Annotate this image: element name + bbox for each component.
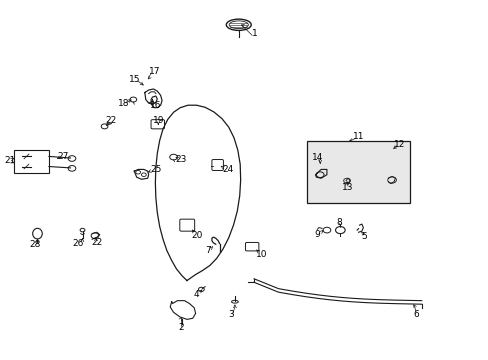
Text: 10: 10 [255,249,266,258]
Text: 18: 18 [118,99,129,108]
Text: 13: 13 [341,183,352,192]
Bar [15,150,49,173]
Text: 28: 28 [29,240,40,249]
Text: 15: 15 [128,75,140,84]
Text: 20: 20 [190,231,202,240]
Text: 22: 22 [91,238,102,247]
Text: 19: 19 [152,116,163,125]
Text: 16: 16 [150,102,161,111]
Text: 27: 27 [58,152,69,161]
Text: 5: 5 [361,232,366,241]
Text: 17: 17 [148,67,160,76]
Text: 8: 8 [336,218,342,227]
Text: 2: 2 [178,323,183,332]
Text: 25: 25 [150,165,161,174]
Text: 14: 14 [311,153,323,162]
Text: 1: 1 [252,29,257,38]
Text: 6: 6 [412,310,418,319]
Text: 7: 7 [205,246,211,255]
Text: 4: 4 [193,290,199,299]
Text: 9: 9 [314,230,320,239]
Text: 12: 12 [393,140,405,149]
Text: 11: 11 [352,132,364,141]
Text: 26: 26 [72,239,83,248]
Text: 3: 3 [228,310,233,319]
Text: 22: 22 [105,116,117,125]
Text: 23: 23 [175,155,186,164]
Bar [306,141,409,203]
Text: 24: 24 [222,165,233,174]
Text: 21: 21 [4,156,15,165]
